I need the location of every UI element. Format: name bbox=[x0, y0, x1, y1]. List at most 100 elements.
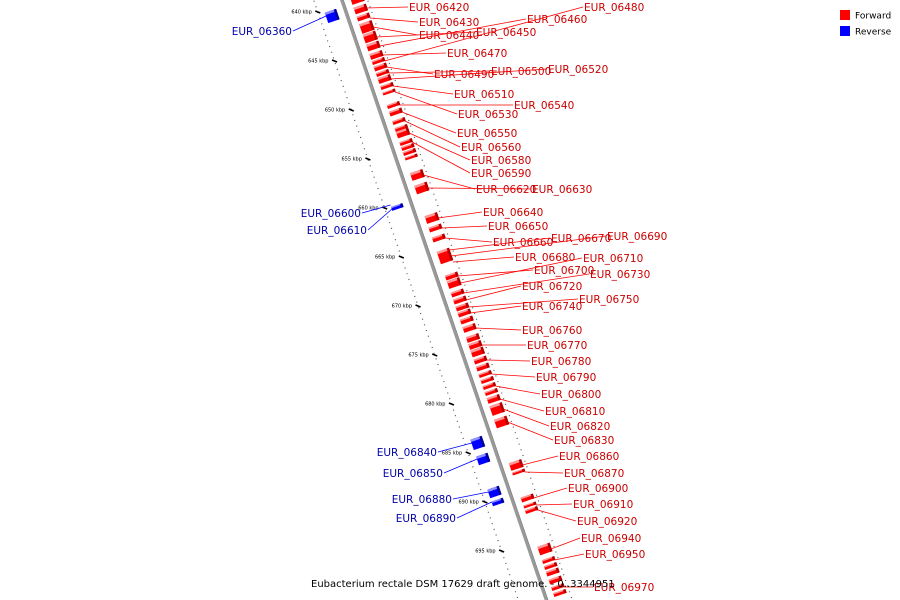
reverse-gene-block bbox=[491, 497, 505, 507]
gene-leader-line bbox=[369, 17, 419, 23]
gene-label[interactable]: EUR_06460 bbox=[527, 14, 587, 26]
gene-label[interactable]: EUR_06810 bbox=[545, 406, 605, 418]
gene-block-highlight bbox=[487, 485, 500, 492]
gene-block-shade bbox=[534, 506, 539, 511]
reverse-gene-block bbox=[487, 485, 502, 499]
gene-label[interactable]: EUR_06700 bbox=[534, 265, 594, 277]
gene-label[interactable]: EUR_06440 bbox=[419, 30, 479, 42]
gene-block-highlight bbox=[399, 138, 413, 144]
gene-label[interactable]: EUR_06770 bbox=[527, 340, 587, 352]
gene-block-highlight bbox=[394, 124, 408, 130]
gene-label[interactable]: EUR_06730 bbox=[590, 269, 650, 281]
forward-gene-block bbox=[523, 501, 537, 509]
forward-gene-block bbox=[482, 382, 497, 390]
gene-block-highlight bbox=[390, 203, 403, 209]
gene-block-shade bbox=[441, 233, 446, 240]
forward-gene-block bbox=[486, 394, 501, 404]
gene-label[interactable]: EUR_06630 bbox=[532, 184, 592, 196]
gene-label[interactable]: EUR_06750 bbox=[579, 294, 639, 306]
gene-leader-line bbox=[386, 66, 434, 75]
legend-reverse-label: Reverse bbox=[855, 28, 892, 38]
gene-label[interactable]: EUR_06550 bbox=[457, 128, 517, 140]
gene-label[interactable]: EUR_06790 bbox=[536, 372, 596, 384]
gene-label[interactable]: EUR_06920 bbox=[577, 516, 637, 528]
gene-label[interactable]: EUR_06970 bbox=[594, 582, 654, 594]
gene-block-highlight bbox=[402, 148, 416, 154]
gene-leader-line bbox=[486, 359, 531, 362]
gene-label[interactable]: EUR_06360 bbox=[232, 26, 292, 38]
gene-label[interactable]: EUR_06850 bbox=[383, 468, 443, 480]
gene-block-shade bbox=[499, 402, 505, 413]
gene-label[interactable]: EUR_06470 bbox=[447, 48, 507, 60]
gene-block-shade bbox=[533, 501, 537, 506]
gene-label[interactable]: EUR_06820 bbox=[550, 421, 610, 433]
gene-leader-line bbox=[533, 487, 568, 499]
gene-block-shade bbox=[402, 117, 406, 122]
gene-label[interactable]: EUR_06690 bbox=[607, 231, 667, 243]
gene-label[interactable]: EUR_06600 bbox=[301, 208, 361, 220]
gene-label[interactable]: EUR_06760 bbox=[522, 325, 582, 337]
gene-label[interactable]: EUR_06560 bbox=[461, 142, 521, 154]
forward-gene-block bbox=[520, 493, 535, 503]
gene-label[interactable]: EUR_06450 bbox=[476, 27, 536, 39]
ruler-tick bbox=[398, 255, 405, 259]
ruler-tick bbox=[348, 108, 355, 112]
gene-label[interactable]: EUR_06900 bbox=[568, 483, 628, 495]
gene-label[interactable]: EUR_06420 bbox=[409, 2, 469, 14]
forward-gene-block bbox=[444, 271, 459, 281]
gene-label[interactable]: EUR_06860 bbox=[559, 451, 619, 463]
gene-label[interactable]: EUR_06590 bbox=[471, 168, 531, 180]
gene-label[interactable]: EUR_06740 bbox=[522, 301, 582, 313]
gene-label[interactable]: EUR_06830 bbox=[554, 435, 614, 447]
gene-label[interactable]: EUR_06610 bbox=[307, 225, 367, 237]
gene-label[interactable]: EUR_06650 bbox=[488, 221, 548, 233]
gene-block-highlight bbox=[470, 435, 483, 443]
gene-label[interactable]: EUR_06720 bbox=[522, 281, 582, 293]
gene-label[interactable]: EUR_06620 bbox=[476, 184, 536, 196]
gene-label[interactable]: EUR_06710 bbox=[583, 253, 643, 265]
gene-leader-line bbox=[441, 225, 488, 229]
gene-label[interactable]: EUR_06640 bbox=[483, 207, 543, 219]
gene-label[interactable]: EUR_06940 bbox=[581, 533, 641, 545]
gene-label[interactable]: EUR_06910 bbox=[573, 499, 633, 511]
gene-label[interactable]: EUR_06530 bbox=[458, 109, 518, 121]
gene-block-highlight bbox=[414, 181, 428, 189]
gene-block-highlight bbox=[489, 402, 503, 409]
gene-label[interactable]: EUR_06950 bbox=[585, 549, 645, 561]
ruler-tick-label: 670 kbp bbox=[392, 304, 412, 310]
gene-label[interactable]: EUR_06580 bbox=[471, 155, 531, 167]
gene-leader-line bbox=[361, 204, 391, 214]
gene-label[interactable]: EUR_06680 bbox=[515, 252, 575, 264]
gene-block-shade bbox=[553, 562, 558, 567]
gene-label[interactable]: EUR_06840 bbox=[377, 447, 437, 459]
gene-label[interactable]: EUR_06480 bbox=[584, 2, 644, 14]
gene-label[interactable]: EUR_06660 bbox=[493, 237, 553, 249]
ruler-tick bbox=[498, 549, 505, 553]
gene-block-highlight bbox=[382, 88, 396, 94]
ruler-tick-label: 650 kbp bbox=[325, 108, 345, 114]
gene-label[interactable]: EUR_06510 bbox=[454, 89, 514, 101]
gene-label[interactable]: EUR_06800 bbox=[541, 389, 601, 401]
gene-label[interactable]: EUR_06430 bbox=[419, 17, 479, 29]
forward-gene-block bbox=[553, 589, 567, 597]
gene-block-shade bbox=[333, 8, 340, 21]
gene-label[interactable]: EUR_06520 bbox=[548, 64, 608, 76]
gene-block-highlight bbox=[455, 302, 469, 309]
gene-leader-line bbox=[382, 52, 447, 56]
gene-leader-line bbox=[292, 15, 327, 32]
gene-label[interactable]: EUR_06870 bbox=[564, 468, 624, 480]
gene-leader-line bbox=[367, 208, 393, 231]
gene-block-highlight bbox=[541, 556, 555, 562]
gene-label[interactable]: EUR_06500 bbox=[491, 66, 551, 78]
forward-gene-block bbox=[371, 57, 386, 65]
gene-block-shade bbox=[383, 62, 388, 69]
gene-block-highlight bbox=[450, 288, 464, 295]
gene-block-highlight bbox=[512, 468, 525, 474]
gene-label[interactable]: EUR_06880 bbox=[392, 494, 452, 506]
gene-label[interactable]: EUR_06780 bbox=[531, 356, 591, 368]
gene-label[interactable]: EUR_06540 bbox=[514, 100, 574, 112]
gene-label[interactable]: EUR_06890 bbox=[396, 513, 456, 525]
gene-leader-line bbox=[522, 455, 559, 466]
gene-block-shade bbox=[363, 3, 369, 12]
gene-block-highlight bbox=[369, 50, 383, 57]
